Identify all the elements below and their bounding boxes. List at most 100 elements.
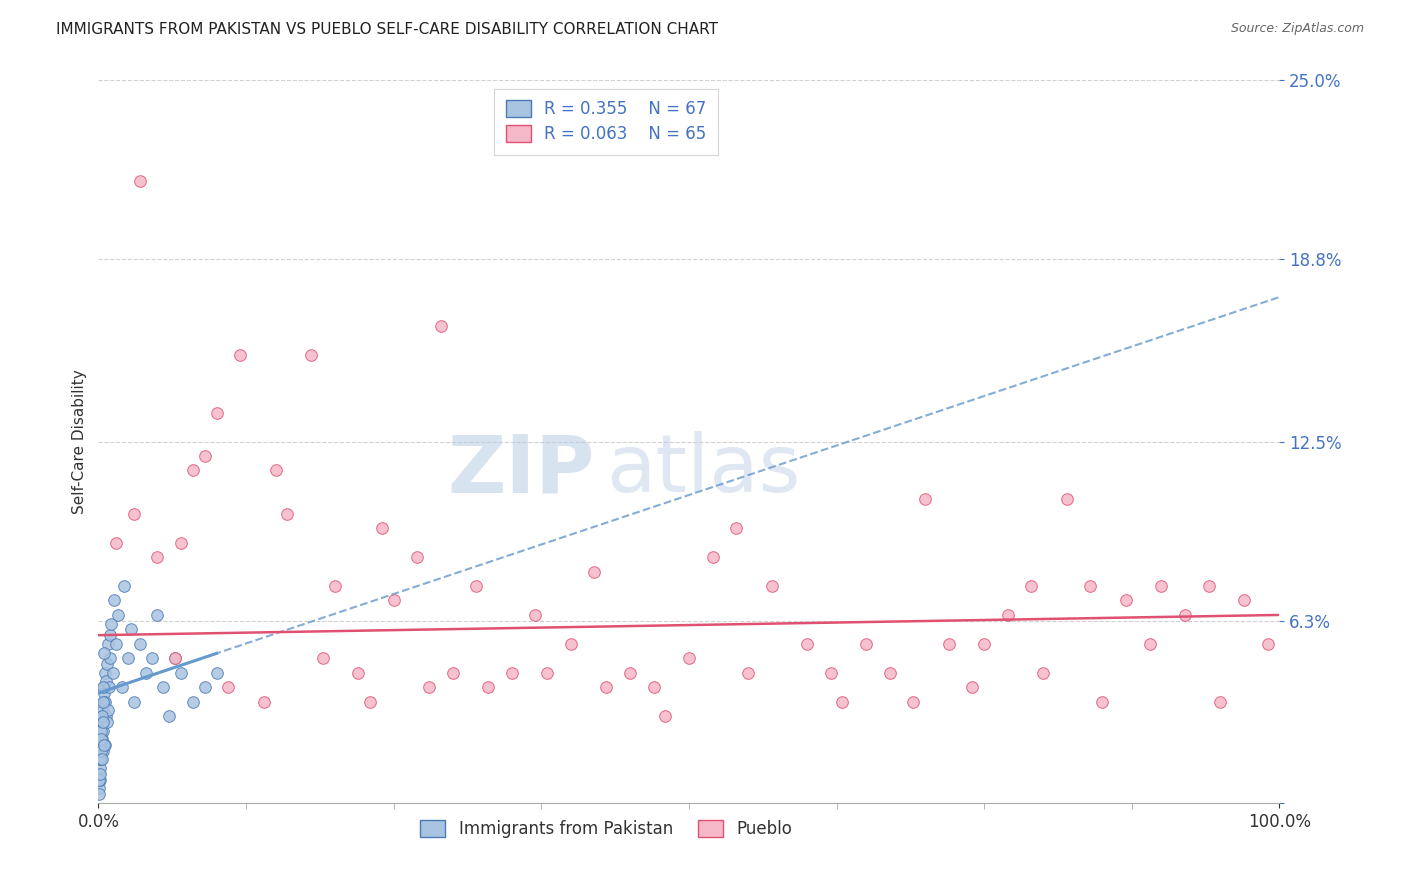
Point: [1139, 637, 1161, 651]
Point: [205, 665, 228, 680]
Point: [820, 665, 842, 680]
Point: [135, 665, 157, 680]
Point: [1209, 695, 1232, 709]
Point: [91, 680, 114, 694]
Point: [97, 703, 120, 717]
Point: [105, 535, 128, 549]
Point: [89, 772, 111, 787]
Point: [725, 521, 748, 535]
Text: atlas: atlas: [606, 432, 800, 509]
Point: [465, 579, 488, 593]
Point: [1233, 593, 1256, 607]
Point: [194, 680, 217, 694]
Point: [796, 637, 818, 651]
Point: [128, 637, 150, 651]
Point: [90, 709, 112, 723]
Point: [93, 686, 115, 700]
Point: [524, 607, 547, 622]
Point: [276, 507, 298, 521]
Point: [141, 651, 163, 665]
Point: [93, 695, 115, 709]
Point: [146, 550, 169, 565]
Point: [101, 665, 124, 680]
Point: [89, 772, 111, 787]
Point: [441, 665, 464, 680]
Point: [98, 628, 121, 642]
Point: [312, 651, 335, 665]
Point: [93, 738, 115, 752]
Point: [938, 637, 960, 651]
Point: [619, 665, 641, 680]
Point: [103, 593, 125, 607]
Point: [477, 680, 499, 694]
Point: [111, 680, 134, 694]
Point: [371, 521, 394, 535]
Point: [90, 738, 112, 752]
Point: [89, 767, 111, 781]
Point: [430, 318, 453, 333]
Text: IMMIGRANTS FROM PAKISTAN VS PUEBLO SELF-CARE DISABILITY CORRELATION CHART: IMMIGRANTS FROM PAKISTAN VS PUEBLO SELF-…: [56, 22, 718, 37]
Point: [94, 695, 117, 709]
Point: [536, 665, 558, 680]
Point: [93, 695, 115, 709]
Point: [89, 781, 111, 796]
Point: [1032, 665, 1054, 680]
Point: [1150, 579, 1173, 593]
Point: [1198, 579, 1220, 593]
Point: [406, 550, 429, 565]
Point: [761, 579, 783, 593]
Point: [595, 680, 617, 694]
Point: [93, 665, 115, 680]
Point: [702, 550, 724, 565]
Point: [91, 723, 114, 738]
Text: Source: ZipAtlas.com: Source: ZipAtlas.com: [1230, 22, 1364, 36]
Point: [560, 637, 582, 651]
Point: [90, 732, 112, 747]
Point: [97, 637, 120, 651]
Point: [90, 744, 112, 758]
Point: [93, 714, 115, 729]
Point: [170, 535, 193, 549]
Point: [89, 752, 111, 766]
Point: [181, 695, 204, 709]
Point: [157, 709, 180, 723]
Point: [89, 761, 111, 775]
Point: [643, 680, 665, 694]
Point: [91, 752, 114, 766]
Point: [1091, 695, 1114, 709]
Point: [1056, 492, 1078, 507]
Point: [1021, 579, 1043, 593]
Point: [90, 744, 112, 758]
Point: [90, 723, 112, 738]
Point: [98, 651, 121, 665]
Point: [194, 449, 217, 463]
Point: [146, 607, 169, 622]
Text: ZIP: ZIP: [447, 432, 595, 509]
Point: [94, 738, 117, 752]
Point: [94, 674, 117, 689]
Point: [93, 680, 115, 694]
Point: [1174, 607, 1197, 622]
Point: [91, 703, 114, 717]
Point: [170, 665, 193, 680]
Point: [359, 695, 381, 709]
Point: [93, 646, 115, 660]
Point: [107, 607, 129, 622]
Point: [973, 637, 995, 651]
Point: [91, 709, 114, 723]
Point: [91, 744, 114, 758]
Point: [501, 665, 523, 680]
Point: [90, 732, 112, 747]
Point: [997, 607, 1019, 622]
Point: [96, 657, 118, 671]
Point: [89, 787, 111, 801]
Point: [264, 463, 287, 477]
Point: [914, 492, 936, 507]
Point: [1257, 637, 1279, 651]
Point: [382, 593, 405, 607]
Point: [654, 709, 676, 723]
Point: [128, 174, 150, 188]
Point: [181, 463, 204, 477]
Point: [962, 680, 984, 694]
Point: [94, 709, 117, 723]
